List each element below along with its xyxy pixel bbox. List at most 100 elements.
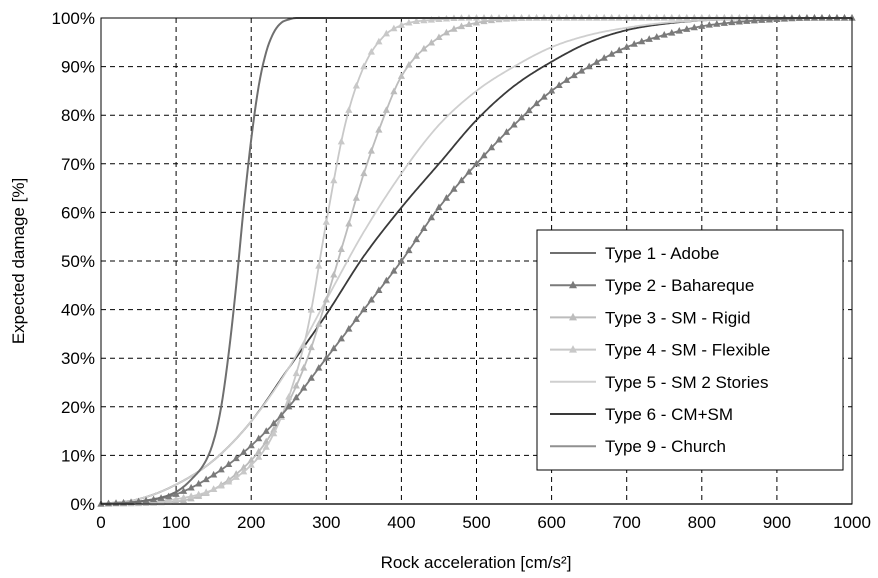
series-marker	[307, 305, 315, 313]
series-marker	[420, 44, 428, 52]
series-marker	[292, 369, 300, 377]
series-marker	[360, 169, 368, 177]
x-tick-label: 700	[613, 513, 641, 532]
x-tick-label: 100	[162, 513, 190, 532]
series-marker	[360, 305, 368, 313]
series-marker	[585, 62, 593, 70]
series-marker	[563, 76, 571, 83]
series-marker	[337, 245, 345, 253]
series-marker	[330, 270, 338, 278]
series-marker	[382, 276, 390, 284]
series-marker	[240, 448, 248, 455]
y-tick-label: 20%	[61, 398, 95, 417]
y-tick-label: 60%	[61, 203, 95, 222]
legend-marker	[569, 312, 577, 321]
series-marker	[315, 262, 323, 269]
series-marker	[435, 203, 443, 211]
series-marker	[172, 495, 180, 502]
series-marker	[397, 21, 405, 28]
series-marker	[668, 28, 676, 36]
series-marker	[292, 381, 300, 389]
series-marker	[465, 168, 473, 175]
legend-label: Type 1 - Adobe	[605, 244, 719, 263]
series-marker	[472, 18, 481, 26]
legend-item: Type 2 - Bahareque	[550, 276, 754, 295]
series-marker	[322, 295, 330, 303]
series-marker	[390, 87, 398, 95]
series-marker	[578, 66, 586, 74]
legend-label: Type 2 - Bahareque	[605, 276, 754, 295]
series-marker	[683, 25, 691, 32]
series-marker	[202, 488, 210, 495]
series-marker	[240, 463, 248, 471]
series-marker	[465, 20, 473, 28]
y-axis-title: Expected damage [%]	[9, 178, 28, 344]
series-marker	[412, 235, 421, 243]
series-marker	[510, 120, 518, 128]
series-marker	[315, 364, 323, 371]
series-marker	[307, 374, 315, 381]
series-marker	[675, 27, 683, 34]
series-marker	[600, 54, 608, 61]
x-tick-labels: 0 100 200 300 400 500 600 700 800 900 1000	[96, 513, 871, 532]
series-marker	[247, 456, 255, 463]
series-marker	[337, 137, 345, 145]
x-tick-label: 800	[688, 513, 716, 532]
legend-item: Type 5 - SM 2 Stories	[550, 373, 768, 392]
series-marker	[570, 71, 578, 79]
series-marker	[210, 485, 218, 493]
series-marker	[367, 295, 375, 303]
series-marker	[292, 393, 300, 401]
series-marker	[345, 106, 353, 113]
legend-item: Type 6 - CM+SM	[550, 405, 733, 424]
series-marker	[735, 17, 743, 25]
series-2	[97, 14, 856, 507]
series-marker	[270, 429, 278, 437]
y-tick-label: 40%	[61, 301, 95, 320]
series-marker	[217, 481, 225, 489]
series-marker	[427, 38, 436, 46]
legend-label: Type 9 - Church	[605, 437, 726, 456]
series-marker	[217, 465, 225, 473]
legend-item: Type 1 - Adobe	[550, 244, 719, 263]
x-tick-label: 500	[462, 513, 490, 532]
series-marker	[247, 461, 255, 468]
series-marker	[555, 81, 563, 88]
series-marker	[450, 25, 458, 32]
series-marker	[225, 460, 233, 467]
series-marker	[285, 393, 293, 400]
series-marker	[375, 125, 383, 133]
series-marker	[187, 492, 195, 500]
series-marker	[322, 354, 330, 361]
series-marker	[180, 493, 188, 501]
series-marker	[427, 16, 436, 23]
series-marker	[713, 20, 721, 27]
series-marker	[412, 17, 421, 25]
series-marker	[660, 31, 668, 38]
series-marker	[367, 48, 375, 55]
series-marker	[255, 447, 263, 455]
series-marker	[232, 454, 240, 462]
series-marker	[593, 58, 601, 65]
series-marker	[232, 473, 240, 480]
series-marker	[262, 443, 270, 450]
y-tick-label: 30%	[61, 349, 95, 368]
series-marker	[645, 35, 653, 42]
series-marker	[480, 151, 488, 159]
series-marker	[382, 29, 390, 37]
y-tick-labels: 0% 10% 20% 30% 40% 50% 60% 70% 80% 90% 100%	[52, 9, 95, 514]
series-marker	[608, 50, 616, 57]
series-marker	[728, 18, 736, 26]
series-marker	[450, 185, 458, 192]
y-tick-label: 0%	[70, 495, 95, 514]
series-marker	[270, 419, 278, 427]
series-marker	[352, 315, 360, 322]
series-marker	[765, 15, 773, 23]
legend-item: Type 9 - Church	[550, 437, 726, 456]
series-marker	[435, 33, 443, 41]
series-marker	[525, 106, 533, 114]
series-marker	[750, 16, 758, 24]
series-marker	[187, 483, 195, 491]
series-marker	[210, 470, 218, 478]
x-tick-label: 200	[237, 513, 265, 532]
